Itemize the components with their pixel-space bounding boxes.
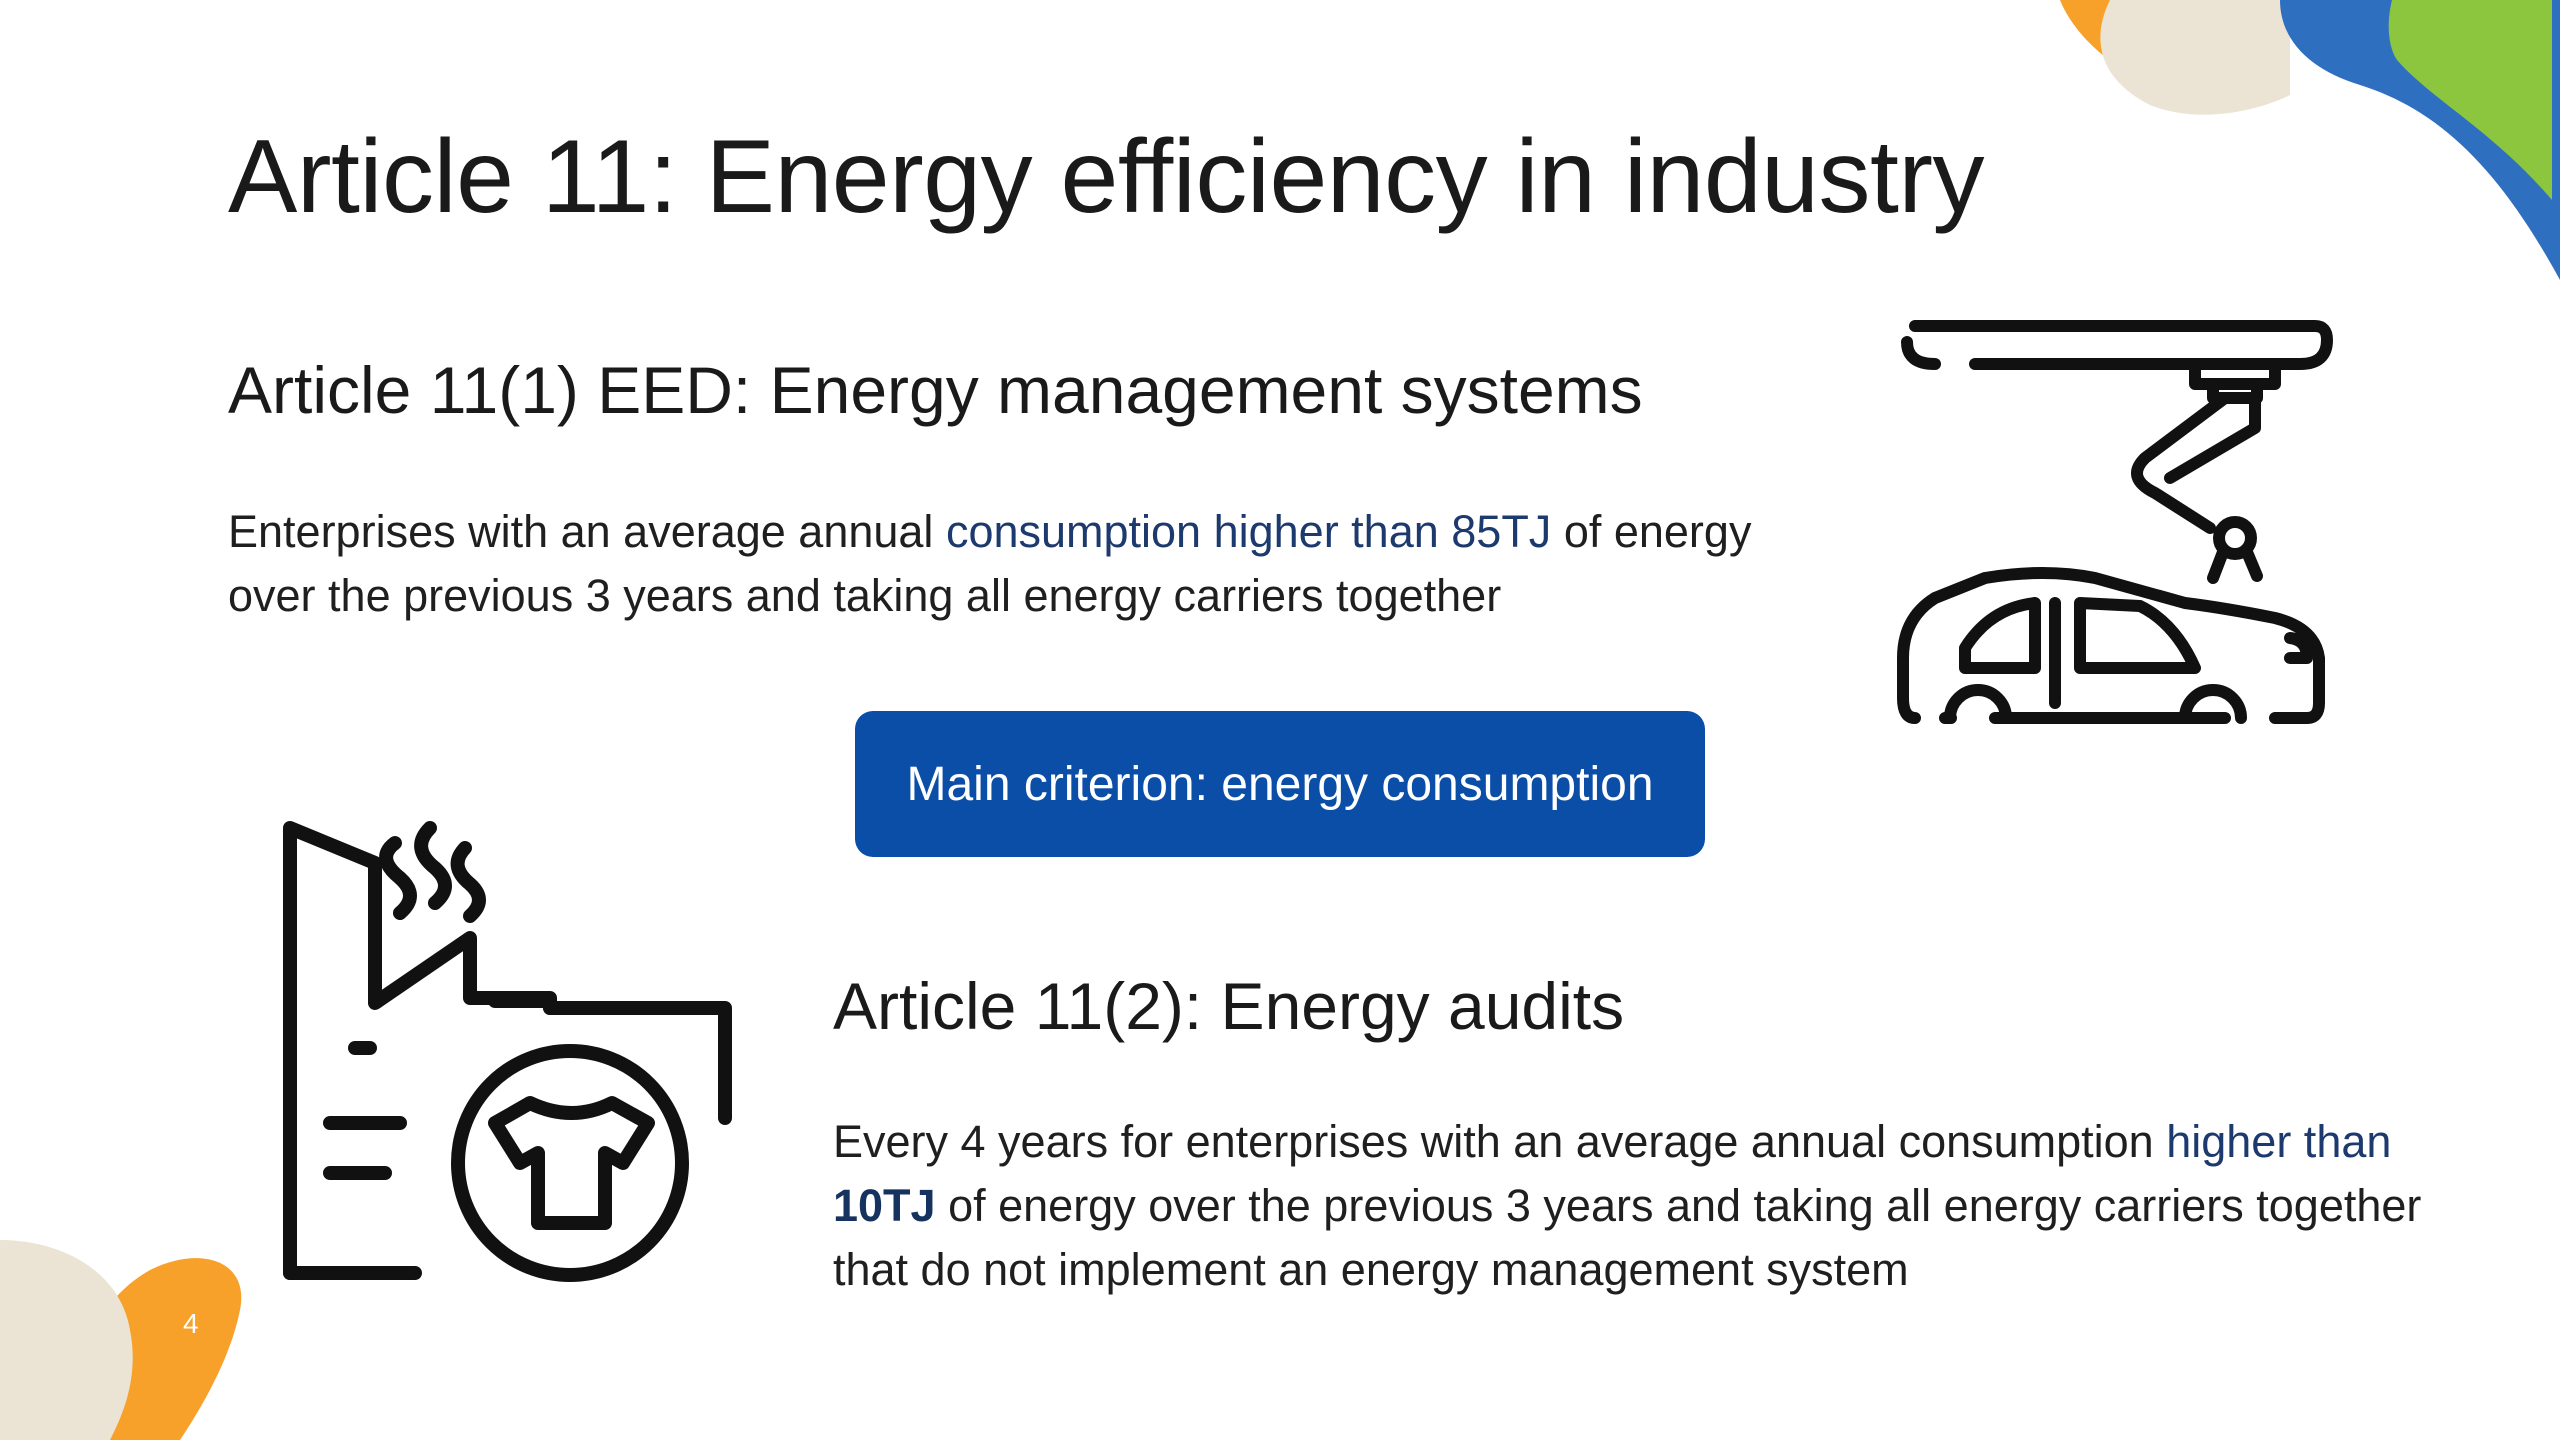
audit-threshold-value: 10TJ [833,1180,936,1231]
top-right-decoration [2060,0,2560,280]
page-number: 4 [183,1308,199,1339]
text-part: Enterprises with an average annual [228,506,946,557]
energy-audits-text: Every 4 years for enterprises with an av… [833,1110,2473,1302]
consumption-threshold-highlight: consumption higher than 85TJ [945,506,1552,557]
text-part: of energy over the previous 3 years and … [228,506,1752,621]
main-criterion-button[interactable]: Main criterion: energy consumption [855,711,1705,857]
text-part: Every 4 years for enterprises with an av… [833,1116,2167,1167]
slide-title: Article 11: Energy efficiency in industr… [228,119,1985,235]
energy-audits-heading: Article 11(2): Energy audits [833,969,1625,1043]
bottom-left-decoration [0,1240,242,1440]
deco-green-shape [2388,0,2552,200]
audit-threshold-highlight: higher than [2166,1116,2392,1167]
energy-management-text: Enterprises with an average annual consu… [228,500,1808,628]
deco-beige-shape [2100,0,2290,115]
text-part: of energy over the previous 3 years and … [833,1180,2422,1295]
textile-factory-icon [283,821,732,1282]
deco-beige-shape-bottom [0,1240,133,1440]
energy-management-heading: Article 11(1) EED: Energy management sys… [228,353,1643,427]
robotic-arm-car-assembly-icon [1897,320,2333,724]
